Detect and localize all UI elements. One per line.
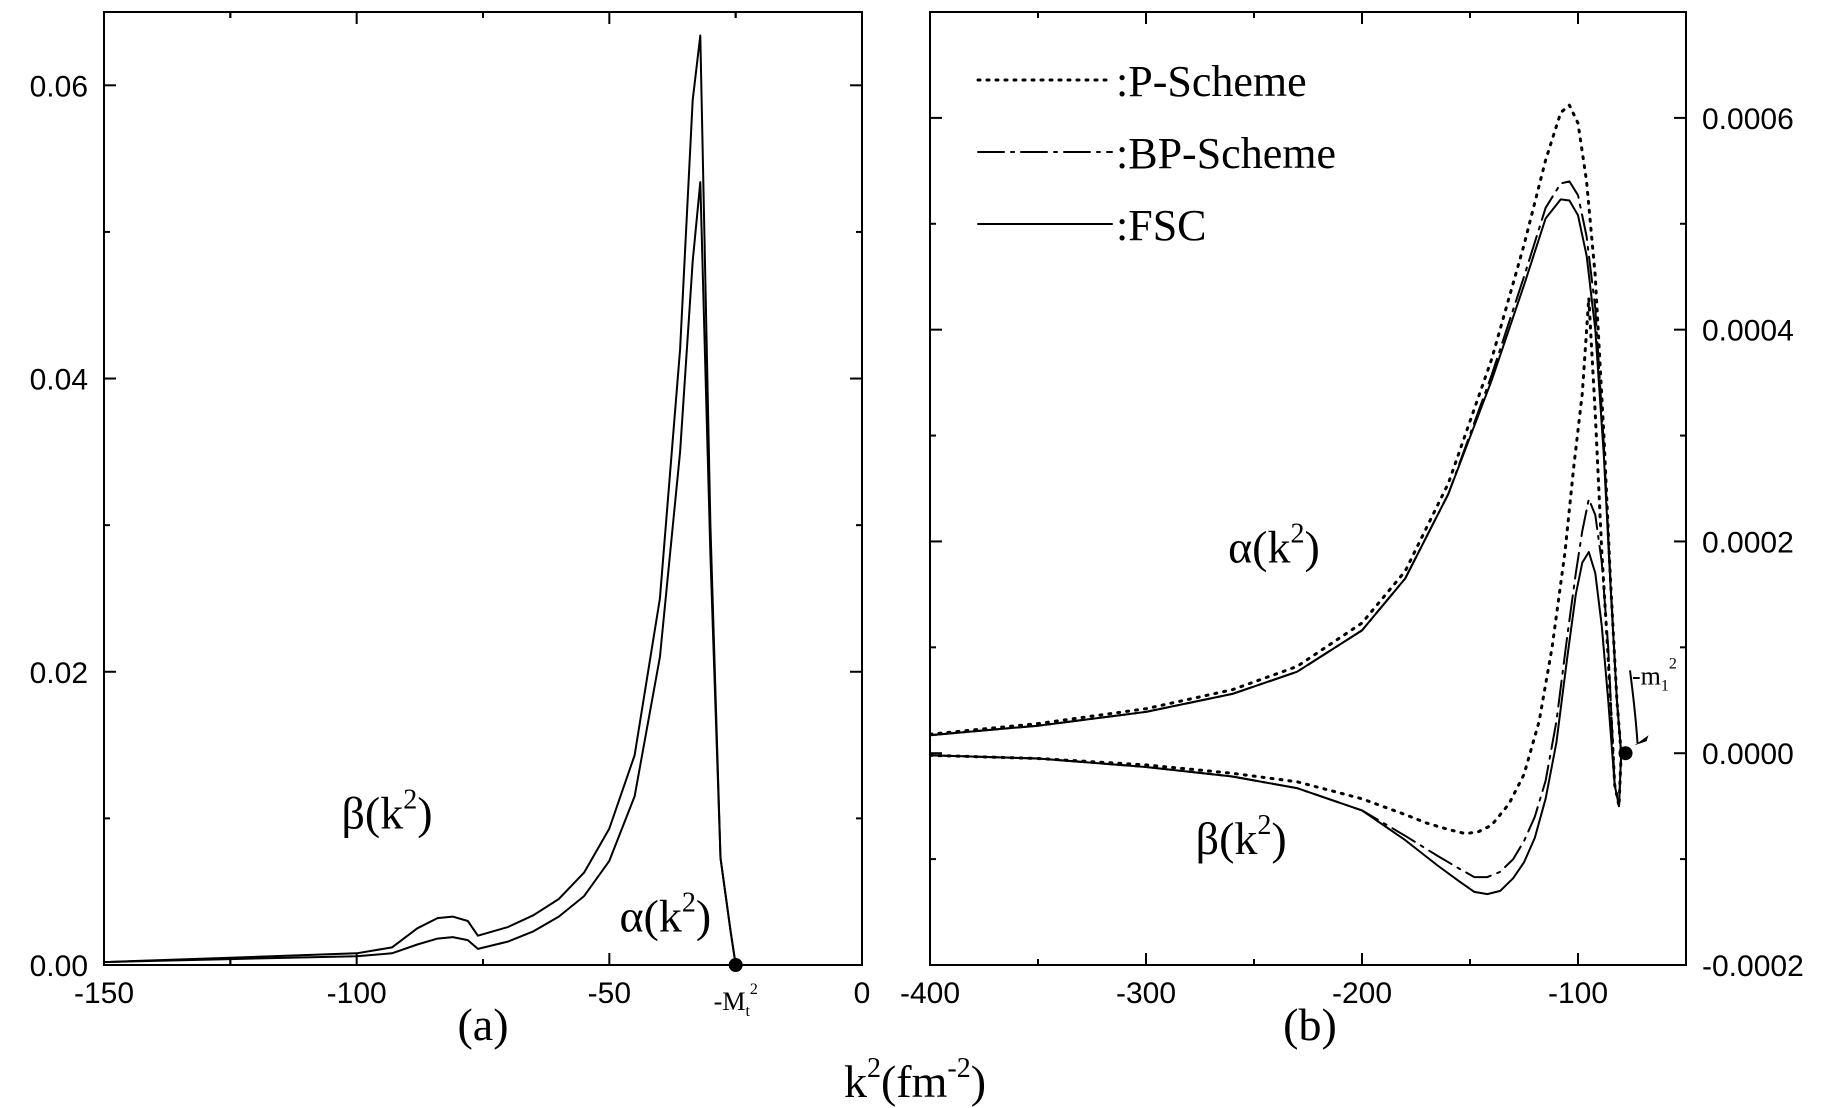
annotation-text: β(k [342,788,404,839]
marker-arrow-head [1634,735,1649,746]
x-tick-label: -300 [1116,977,1176,1010]
annotation-text: β(k [1196,813,1258,864]
threshold-marker-dot [728,958,743,972]
plot-frame [103,11,863,966]
x-title-end: ) [971,1056,986,1107]
threshold-marker-dot [1618,746,1633,761]
annotation-sup: 2 [1291,519,1305,550]
x-title-main: k [844,1056,867,1107]
annotation-close: ) [1305,522,1320,573]
series-annotation-0: α(k2) [1228,519,1320,573]
series-annotation-1: β(k2) [1196,810,1287,864]
x-tick-label: -100 [1548,977,1608,1010]
series-line-0 [930,103,1623,755]
annotation-sup: 2 [1257,810,1271,841]
annotation-sup: 2 [403,785,417,816]
series-line-5 [930,551,1623,896]
y-tick-label: -0.0002 [1702,950,1804,983]
x-title-sup2: -2 [947,1053,970,1084]
annotation-close: ) [696,890,711,941]
annotation-sup: 2 [682,887,696,918]
y-tick-label: 0.0004 [1702,315,1794,348]
annotation-close: ) [417,788,432,839]
series-line-1 [104,181,737,965]
y-tick-label: 0.06 [30,70,88,103]
panel-label: (b) [1283,999,1337,1050]
legend-label-1: :BP-Scheme [1116,129,1336,178]
threshold-marker-label: -Mt2 [714,981,758,1020]
x-title-mid: (fm [881,1056,948,1107]
legend-label-2: :FSC [1116,201,1207,250]
y-tick-label: 0.0000 [1702,738,1794,771]
series-line-2 [930,198,1623,755]
y-tick-label: 0.0006 [1702,103,1794,136]
annotation-close: ) [1271,813,1286,864]
y-tick-label: 0.0002 [1702,526,1794,559]
marker-label-text: -m [1632,661,1661,690]
y-tick-label: 0.00 [30,950,88,983]
panel-b-chart: -400 -300 -200 -100 -0.0002 0.0000 0.0002 0.000… [900,11,1804,1050]
marker-label-sup: 2 [1669,655,1677,672]
annotation-text: α(k [1228,522,1290,573]
x-tick-label: -150 [74,977,134,1010]
marker-label-text: -M [714,987,746,1016]
x-title-sup1: 2 [867,1053,881,1084]
y-tick-label: 0.02 [30,657,88,690]
x-tick-label: -400 [900,977,960,1010]
y-tick-label: 0.04 [30,364,88,397]
x-tick-label: -100 [327,977,387,1010]
legend-label-0: :P-Scheme [1116,57,1307,106]
series-line-3 [930,296,1623,836]
annotation-text: α(k [619,890,681,941]
panel-a-chart: -150 -100 -50 00.000.020.040.06β(k2)α(k2)-M… [30,11,871,1050]
x-axis-title: k2(fm-2) [844,1053,986,1107]
series-line-0 [104,34,737,965]
marker-label-sub: t [745,1003,750,1020]
marker-label-sub: 1 [1661,677,1669,694]
x-tick-label: -200 [1332,977,1392,1010]
threshold-marker-label: -m12 [1632,655,1677,694]
x-tick-label: -50 [588,977,631,1010]
x-tick-label: 0 [854,977,871,1010]
plot-frame [929,11,1687,966]
marker-arrow [1629,670,1639,744]
marker-label-sup: 2 [750,981,758,998]
panel-label: (a) [457,999,508,1050]
series-annotation-1: α(k2) [619,887,711,941]
series-annotation-0: β(k2) [342,785,433,839]
